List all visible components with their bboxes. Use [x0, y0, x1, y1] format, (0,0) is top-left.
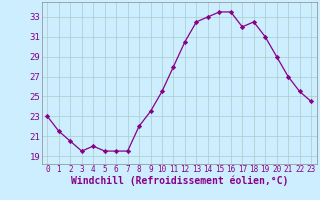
X-axis label: Windchill (Refroidissement éolien,°C): Windchill (Refroidissement éolien,°C): [70, 176, 288, 186]
